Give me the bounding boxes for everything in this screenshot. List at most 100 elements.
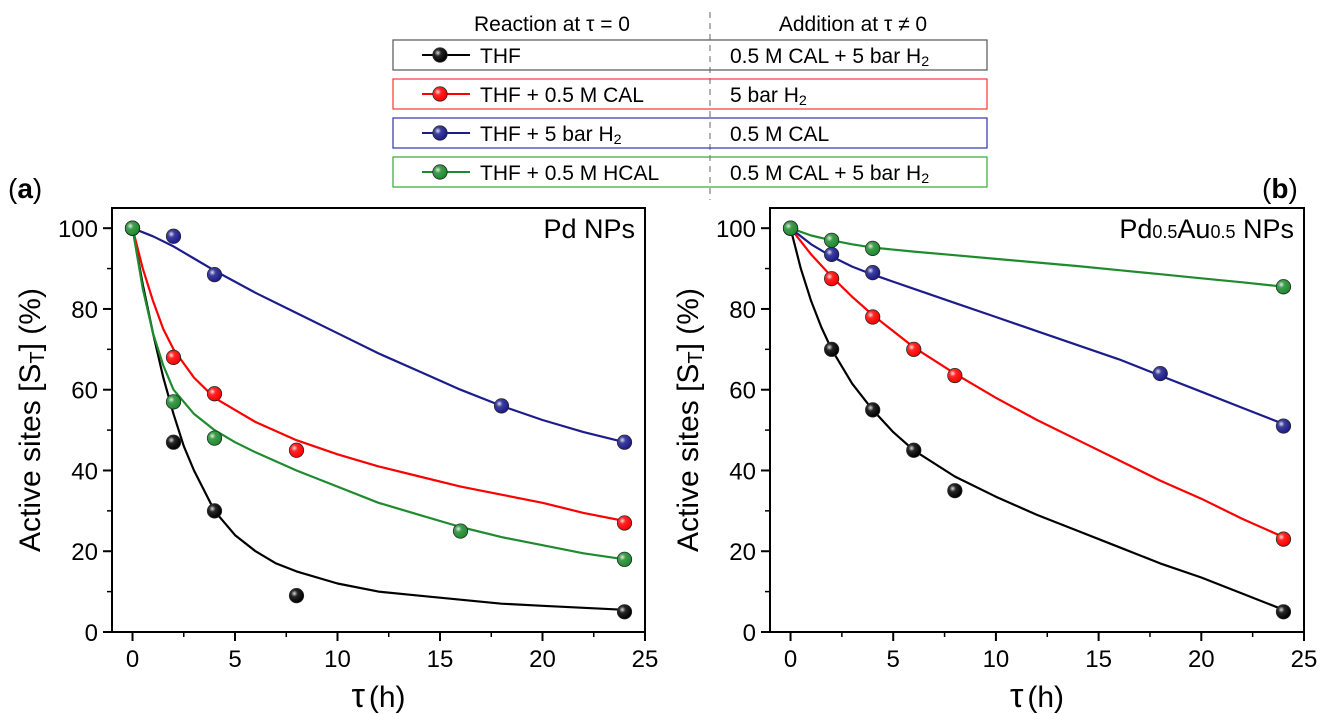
y-tick-label: 60 (71, 378, 98, 405)
y-tick-label: 80 (71, 297, 98, 324)
x-tick-label: 15 (427, 646, 454, 673)
x-axis-label: τ (h) (351, 677, 405, 714)
fit-curve (131, 227, 625, 523)
data-point (124, 220, 141, 236)
data-point (782, 220, 799, 236)
x-tick-label: 20 (1188, 646, 1215, 673)
legend-reaction-label: THF (480, 45, 521, 68)
y-axis-label: Active sites [ST] (%) (672, 288, 707, 552)
plot-frame (111, 207, 646, 633)
legend-entry-box (392, 117, 988, 149)
legend-header-addition: Addition at τ ≠ 0 (779, 13, 927, 36)
legend-addition-label: 0.5 M CAL (730, 123, 829, 146)
data-point (947, 367, 963, 384)
legend-addition-label: 5 bar H2 (730, 84, 807, 109)
legend-entry: THF + 5 bar H2 0.5 M CAL (392, 117, 988, 149)
legend-marker (432, 164, 448, 180)
x-tick-label: 10 (324, 646, 351, 673)
x-tick-label: 15 (1085, 646, 1112, 673)
y-tick-label: 40 (71, 458, 98, 485)
legend-entry: THF + 0.5 M HCAL 0.5 M CAL + 5 bar H2 (392, 156, 988, 188)
legend-marker (432, 125, 448, 141)
x-tick-label: 10 (983, 646, 1010, 673)
panel-letter: (a) (8, 173, 42, 204)
data-point (1275, 418, 1292, 434)
data-point (824, 246, 840, 263)
panel-annotation: Pd0.5Au0.5 NPs (1119, 214, 1294, 244)
data-point (865, 265, 881, 281)
data-point (865, 240, 881, 256)
data-point (288, 442, 305, 458)
panel-b: (b) 0 5 10 15 20 25 0 20 40 60 80 100 τ (h) Active site… (672, 173, 1317, 714)
data-point (865, 309, 881, 325)
data-point (947, 483, 963, 499)
data-point (616, 604, 633, 620)
y-tick-label: 100 (716, 216, 756, 243)
legend-entry-box (392, 78, 988, 110)
y-tick-label: 20 (729, 539, 756, 566)
x-axis-label: τ (h) (1010, 677, 1064, 714)
x-tick-label: 5 (228, 646, 241, 673)
legend-entry: THF + 0.5 M CAL 5 bar H2 (392, 78, 988, 110)
data-point (206, 430, 223, 446)
data-point (616, 434, 633, 450)
legend-marker (432, 47, 448, 63)
data-point (1275, 604, 1292, 620)
y-tick-label: 0 (85, 620, 98, 647)
fit-curve (789, 227, 1284, 539)
x-tick-label: 5 (887, 646, 900, 673)
data-point (206, 267, 223, 283)
data-point (452, 523, 469, 539)
data-point (165, 434, 182, 450)
y-axis-label: Active sites [ST] (%) (14, 288, 49, 552)
legend-marker (432, 86, 448, 102)
fit-curve (131, 228, 625, 561)
y-tick-label: 0 (743, 620, 756, 647)
data-point (165, 394, 182, 410)
legend: Reaction at τ = 0 Addition at τ ≠ 0 THF 0… (392, 12, 988, 200)
legend-addition-label: 0.5 M CAL + 5 bar H2 (730, 45, 929, 70)
plot-frame (769, 207, 1305, 633)
y-tick-label: 20 (71, 539, 98, 566)
legend-addition-label: 0.5 M CAL + 5 bar H2 (730, 162, 929, 187)
legend-reaction-label: THF + 0.5 M HCAL (480, 162, 659, 185)
data-point (616, 551, 633, 567)
legend-entry-box (392, 39, 988, 71)
y-tick-label: 80 (729, 297, 756, 324)
data-point (288, 588, 305, 604)
fit-curve (789, 227, 1284, 611)
data-point (616, 515, 633, 531)
data-point (824, 271, 840, 287)
legend-header-reaction: Reaction at τ = 0 (474, 13, 630, 36)
data-point (165, 349, 182, 366)
data-point (824, 232, 840, 248)
data-point (865, 402, 881, 418)
fit-curve (131, 228, 625, 611)
x-tick-label: 0 (126, 646, 139, 673)
legend-entry-box (392, 156, 988, 188)
data-point (1152, 365, 1168, 382)
data-point (165, 228, 182, 244)
data-point (906, 442, 922, 458)
y-tick-label: 100 (58, 216, 98, 243)
data-point (206, 386, 223, 402)
fit-curve (132, 227, 625, 444)
data-point (906, 341, 922, 357)
legend-reaction-label: THF + 0.5 M CAL (480, 84, 644, 107)
panel-annotation: Pd NPs (543, 214, 635, 244)
panel-a: (a) 0 5 10 15 20 25 0 20 40 60 80 100 τ (h) Active site… (8, 173, 658, 714)
fit-curve (789, 227, 1284, 426)
data-point (824, 341, 840, 357)
y-tick-label: 60 (729, 378, 756, 405)
legend-reaction-label: THF + 5 bar H2 (480, 123, 622, 148)
x-tick-label: 25 (632, 646, 659, 673)
x-tick-label: 0 (784, 646, 797, 673)
x-tick-label: 25 (1291, 646, 1318, 673)
x-tick-label: 20 (529, 646, 556, 673)
data-point (206, 503, 223, 519)
legend-entry: THF 0.5 M CAL + 5 bar H2 (392, 39, 988, 71)
data-point (1275, 531, 1292, 547)
data-point (493, 398, 510, 414)
panel-letter: (b) (1262, 173, 1298, 204)
